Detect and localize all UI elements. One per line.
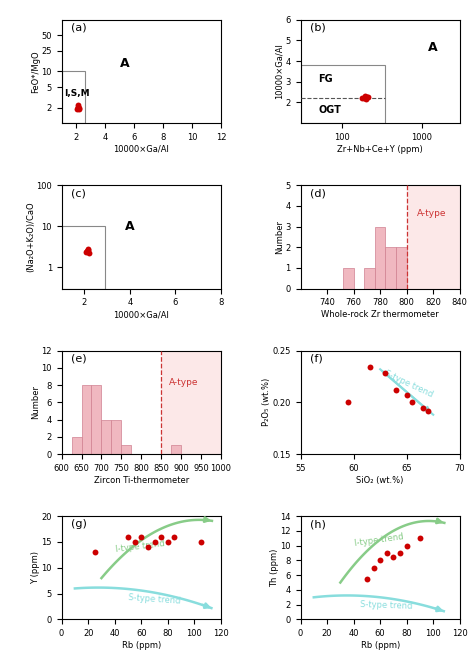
Point bbox=[396, 548, 404, 558]
Bar bbox=[72, 437, 82, 454]
Text: I-type trend: I-type trend bbox=[354, 532, 404, 548]
Point bbox=[419, 402, 427, 413]
Text: I,S,M: I,S,M bbox=[64, 89, 90, 98]
Point bbox=[157, 531, 165, 542]
X-axis label: Rb (ppm): Rb (ppm) bbox=[122, 641, 161, 650]
Text: (b): (b) bbox=[310, 23, 326, 33]
Point bbox=[124, 531, 132, 542]
X-axis label: 10000×Ga/Al: 10000×Ga/Al bbox=[113, 145, 169, 154]
Bar bbox=[101, 420, 111, 454]
Point bbox=[366, 362, 374, 372]
Text: A-type: A-type bbox=[417, 209, 447, 218]
Bar bbox=[62, 71, 85, 123]
Point bbox=[424, 405, 432, 416]
Point bbox=[151, 536, 158, 547]
X-axis label: Whole-rock Zr thermometer: Whole-rock Zr thermometer bbox=[321, 310, 439, 319]
Bar bbox=[375, 227, 385, 289]
Point bbox=[84, 244, 91, 255]
Y-axis label: P₂O₅ (wt.%): P₂O₅ (wt.%) bbox=[262, 378, 271, 426]
Point bbox=[82, 247, 89, 258]
X-axis label: Zircon Ti-thermometer: Zircon Ti-thermometer bbox=[94, 476, 189, 484]
Bar bbox=[62, 226, 105, 289]
Point bbox=[75, 103, 82, 113]
Point bbox=[74, 102, 82, 113]
Bar bbox=[82, 385, 91, 454]
X-axis label: Zr+Nb+Ce+Y (ppm): Zr+Nb+Ce+Y (ppm) bbox=[337, 145, 423, 154]
Point bbox=[408, 397, 416, 408]
Point bbox=[363, 573, 371, 584]
Point bbox=[171, 531, 178, 542]
Y-axis label: 10000×Ga/Al: 10000×Ga/Al bbox=[275, 43, 284, 100]
Text: A: A bbox=[428, 41, 438, 54]
Point bbox=[85, 248, 93, 258]
X-axis label: Rb (ppm): Rb (ppm) bbox=[361, 641, 400, 650]
Point bbox=[144, 542, 152, 552]
Point bbox=[364, 92, 372, 103]
Text: OGT: OGT bbox=[318, 105, 341, 115]
Text: A: A bbox=[125, 220, 135, 233]
Bar bbox=[343, 268, 354, 289]
Point bbox=[403, 540, 410, 551]
Point bbox=[390, 552, 397, 562]
Y-axis label: Number: Number bbox=[31, 386, 40, 419]
Point bbox=[370, 563, 377, 573]
Point bbox=[85, 245, 92, 256]
Point bbox=[74, 101, 82, 112]
Point bbox=[73, 104, 81, 115]
Text: (e): (e) bbox=[71, 354, 87, 364]
Point bbox=[131, 536, 138, 547]
Point bbox=[382, 368, 389, 379]
Point bbox=[345, 397, 352, 408]
Bar bbox=[171, 445, 181, 454]
Text: (d): (d) bbox=[310, 188, 326, 198]
Text: (h): (h) bbox=[310, 519, 326, 529]
X-axis label: SiO₂ (wt.%): SiO₂ (wt.%) bbox=[356, 476, 404, 484]
Point bbox=[83, 246, 91, 256]
Y-axis label: Y (ppm): Y (ppm) bbox=[31, 552, 40, 585]
Text: (f): (f) bbox=[310, 354, 323, 364]
Point bbox=[362, 94, 370, 104]
Bar bbox=[91, 385, 101, 454]
Point bbox=[363, 92, 371, 102]
Point bbox=[137, 531, 145, 542]
Y-axis label: (Na₂O+K₂O)/CaO: (Na₂O+K₂O)/CaO bbox=[26, 202, 35, 272]
Text: S-type trend: S-type trend bbox=[128, 593, 181, 606]
Point bbox=[376, 555, 384, 565]
Point bbox=[403, 390, 410, 401]
Y-axis label: Th (ppm): Th (ppm) bbox=[270, 548, 279, 587]
Y-axis label: Number: Number bbox=[275, 220, 284, 254]
Point bbox=[362, 91, 369, 101]
Bar bbox=[407, 185, 460, 289]
Text: A: A bbox=[119, 57, 129, 71]
Text: (g): (g) bbox=[71, 519, 87, 529]
Point bbox=[197, 536, 205, 547]
Text: S-type trend: S-type trend bbox=[360, 600, 413, 610]
Point bbox=[359, 93, 366, 103]
Point bbox=[383, 548, 391, 558]
Point bbox=[360, 93, 368, 103]
Point bbox=[74, 100, 82, 111]
Bar bbox=[364, 268, 375, 289]
Y-axis label: FeO*/MgO: FeO*/MgO bbox=[31, 50, 40, 93]
Point bbox=[392, 385, 400, 395]
Text: (a): (a) bbox=[71, 23, 87, 33]
Point bbox=[416, 533, 424, 544]
Bar bbox=[396, 247, 407, 289]
Text: FG: FG bbox=[318, 74, 333, 84]
Point bbox=[164, 536, 172, 547]
Bar bbox=[301, 65, 385, 123]
Point bbox=[75, 103, 83, 114]
Bar bbox=[121, 445, 131, 454]
X-axis label: 10000×Ga/Al: 10000×Ga/Al bbox=[113, 310, 169, 319]
Text: (c): (c) bbox=[71, 188, 86, 198]
Bar bbox=[385, 247, 396, 289]
Point bbox=[91, 547, 99, 558]
Text: S-type trend: S-type trend bbox=[383, 368, 435, 399]
Text: A-type: A-type bbox=[169, 378, 199, 387]
Bar bbox=[161, 351, 221, 454]
Bar bbox=[111, 420, 121, 454]
Text: I-type trend: I-type trend bbox=[115, 539, 165, 554]
